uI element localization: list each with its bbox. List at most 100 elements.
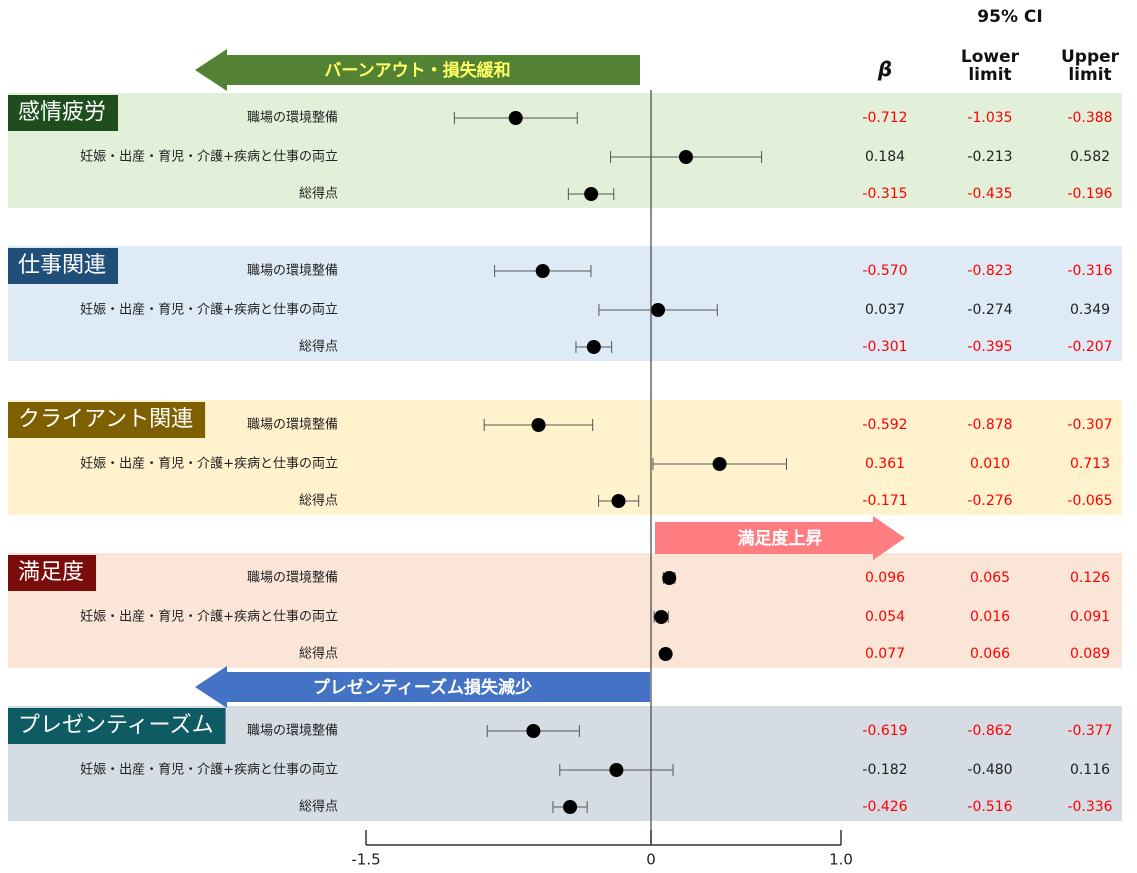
- value-label: -0.274: [967, 302, 1012, 318]
- value-label: -0.196: [1067, 186, 1112, 202]
- value-label: 0.361: [865, 456, 905, 472]
- group-label-box: [8, 95, 119, 131]
- estimate-dot: [611, 494, 626, 508]
- annotation-text: バーンアウト・損失緩和: [324, 60, 510, 81]
- row-label: 職場の環境整備: [247, 110, 338, 126]
- value-label: 0.096: [865, 570, 905, 586]
- value-label: -0.207: [1067, 339, 1112, 355]
- estimate-dot: [535, 264, 550, 278]
- value-label: -0.213: [967, 149, 1012, 165]
- row-label: 総得点: [299, 799, 338, 815]
- value-label: -0.712: [862, 110, 907, 126]
- value-label: 0.016: [970, 609, 1010, 625]
- value-label: 0.582: [1070, 149, 1110, 165]
- value-label: 0.010: [970, 456, 1010, 472]
- value-label: 0.066: [970, 646, 1010, 662]
- estimate-dot: [654, 610, 669, 624]
- row-label: 職場の環境整備: [247, 417, 338, 433]
- estimate-dot: [651, 303, 666, 317]
- row-label: 妊娠・出産・育児・介護+疾病と仕事の両立: [80, 149, 338, 165]
- value-label: 0.126: [1070, 570, 1110, 586]
- value-label: 0.054: [865, 609, 905, 625]
- x-tick-label: -1.5: [351, 851, 380, 869]
- value-label: -0.480: [967, 762, 1012, 778]
- value-label: -0.316: [1067, 263, 1112, 279]
- value-label: 0.065: [970, 570, 1010, 586]
- row-label: 総得点: [299, 646, 338, 662]
- ci-header: 95% CI: [977, 7, 1043, 27]
- value-label: -0.301: [862, 339, 907, 355]
- group-label: 仕事関連: [18, 253, 106, 278]
- value-label: -0.336: [1067, 799, 1112, 815]
- value-label: -0.307: [1067, 417, 1112, 433]
- value-label: -0.315: [862, 186, 907, 202]
- row-label: 職場の環境整備: [247, 263, 338, 279]
- group-label-box: [8, 248, 119, 284]
- value-label: -0.570: [862, 263, 907, 279]
- row-label: 職場の環境整備: [247, 723, 338, 739]
- row-label: 妊娠・出産・育児・介護+疾病と仕事の両立: [80, 302, 338, 318]
- estimate-dot: [712, 457, 727, 471]
- estimate-dot: [508, 111, 523, 125]
- group-band: [8, 93, 1122, 208]
- value-label: -0.388: [1067, 110, 1112, 126]
- estimate-dot: [531, 418, 546, 432]
- value-label: 0.077: [865, 646, 905, 662]
- value-label: -0.823: [967, 263, 1012, 279]
- column-header: Upper limit: [1060, 47, 1120, 85]
- value-label: 0.349: [1070, 302, 1110, 318]
- value-label: 0.091: [1070, 609, 1110, 625]
- row-label: 職場の環境整備: [247, 570, 338, 586]
- estimate-dot: [563, 800, 578, 814]
- group-label: クライアント関連: [18, 407, 193, 432]
- annotation-arrow: [195, 49, 640, 91]
- estimate-dot: [658, 647, 673, 661]
- value-label: -0.171: [862, 493, 907, 509]
- group-label-box: [8, 555, 97, 591]
- group-band: [8, 553, 1122, 668]
- annotation-arrow: [195, 666, 650, 708]
- value-label: -0.395: [967, 339, 1012, 355]
- value-label: -0.065: [1067, 493, 1112, 509]
- estimate-dot: [586, 340, 601, 354]
- value-label: -0.619: [862, 723, 907, 739]
- value-label: 0.713: [1070, 456, 1110, 472]
- group-label-box: [8, 402, 206, 438]
- estimate-dot: [584, 187, 599, 201]
- column-header: Lower limit: [960, 47, 1020, 85]
- value-label: -0.878: [967, 417, 1012, 433]
- x-tick-label: 0: [646, 851, 656, 869]
- value-label: -0.862: [967, 723, 1012, 739]
- group-label: 満足度: [18, 560, 84, 585]
- value-label: 0.089: [1070, 646, 1110, 662]
- annotation-text: 満足度上昇: [738, 528, 823, 549]
- estimate-dot: [526, 724, 541, 738]
- value-label: -0.426: [862, 799, 907, 815]
- value-label: 0.116: [1070, 762, 1110, 778]
- value-label: 0.184: [865, 149, 905, 165]
- row-label: 総得点: [299, 493, 338, 509]
- group-label-box: [8, 708, 226, 744]
- row-label: 総得点: [299, 339, 338, 355]
- value-label: -0.182: [862, 762, 907, 778]
- row-label: 妊娠・出産・育児・介護+疾病と仕事の両立: [80, 456, 338, 472]
- annotation-arrow: [655, 516, 905, 560]
- group-band: [8, 246, 1122, 361]
- value-label: -1.035: [967, 110, 1012, 126]
- value-label: 0.037: [865, 302, 905, 318]
- estimate-dot: [678, 150, 693, 164]
- estimate-dot: [662, 571, 677, 585]
- group-label: 感情疲労: [18, 100, 106, 125]
- estimate-dot: [609, 763, 624, 777]
- x-tick-label: 1.0: [829, 851, 853, 869]
- column-header: β: [877, 57, 893, 81]
- group-label: プレゼンティーズム: [18, 713, 214, 738]
- value-label: -0.377: [1067, 723, 1112, 739]
- row-label: 総得点: [299, 186, 338, 202]
- row-label: 妊娠・出産・育児・介護+疾病と仕事の両立: [80, 762, 338, 778]
- value-label: -0.276: [967, 493, 1012, 509]
- value-label: -0.516: [967, 799, 1012, 815]
- value-label: -0.592: [862, 417, 907, 433]
- row-label: 妊娠・出産・育児・介護+疾病と仕事の両立: [80, 609, 338, 625]
